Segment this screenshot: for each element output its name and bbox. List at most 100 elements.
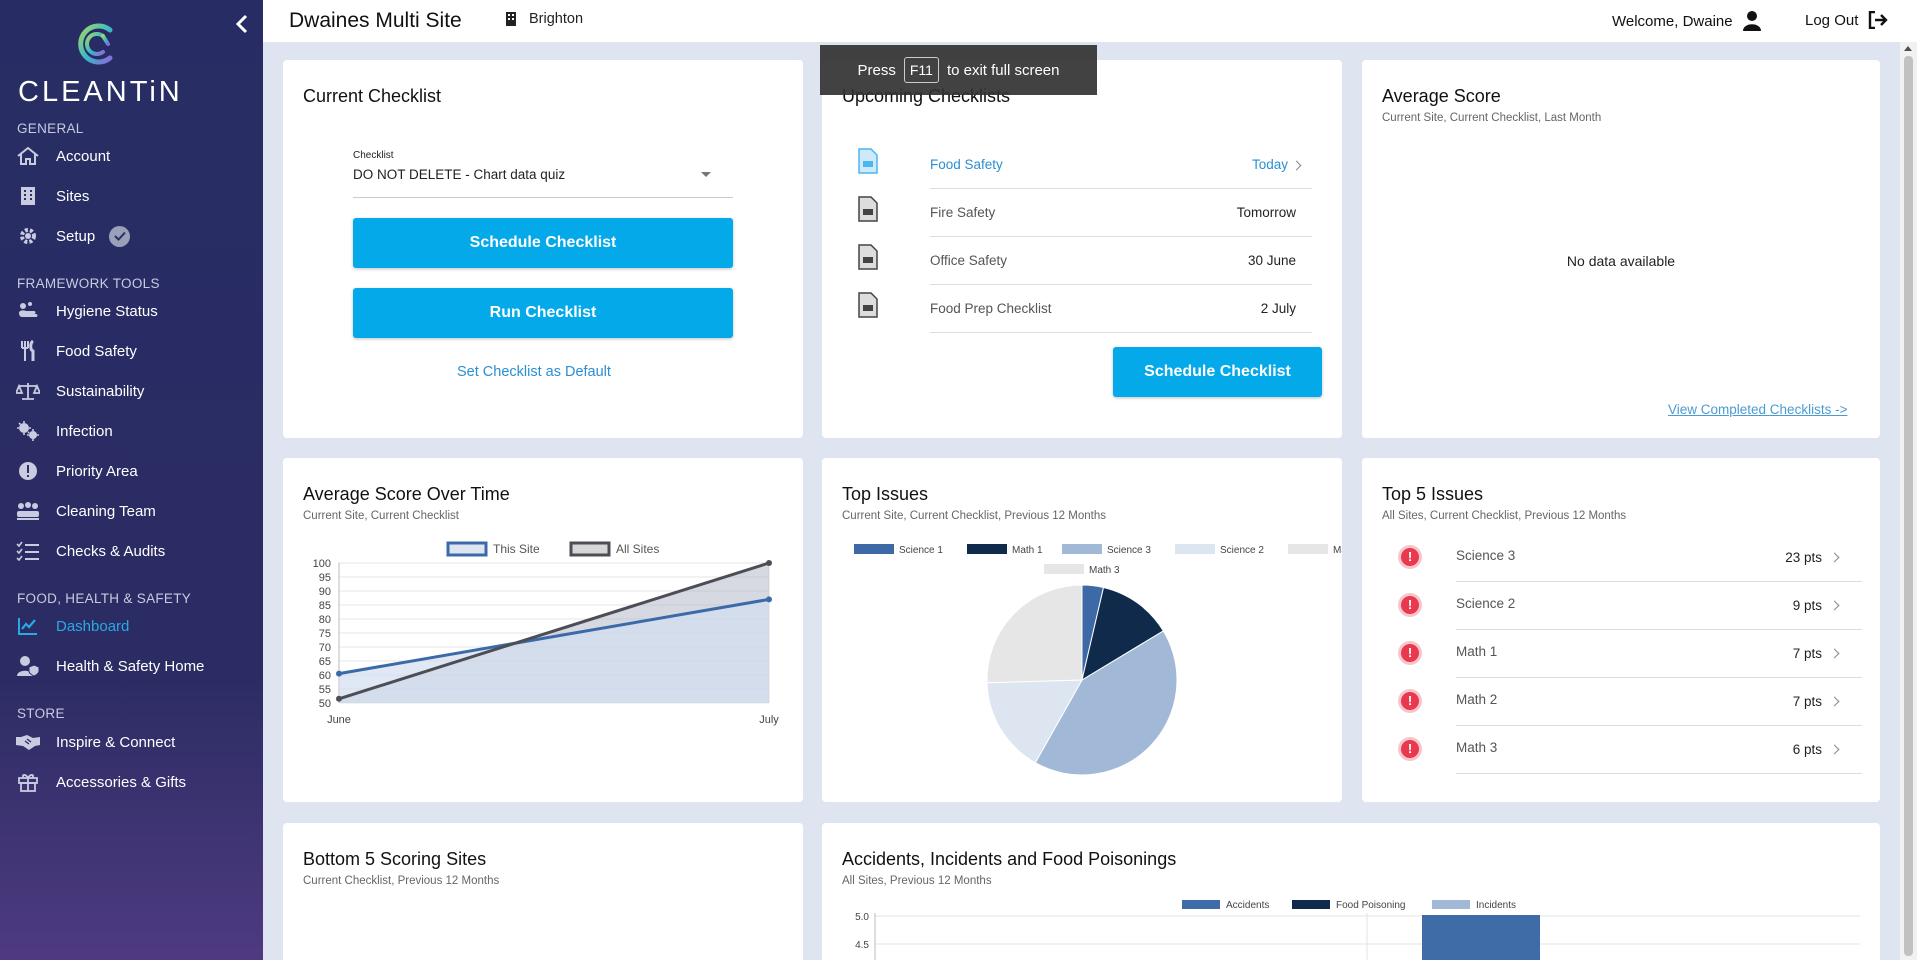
scroll-thumb[interactable] xyxy=(1904,56,1913,956)
sidebar-item-food-safety[interactable]: Food Safety xyxy=(15,336,255,366)
avg-score-over-time-card: Average Score Over Time Current Site, Cu… xyxy=(283,458,803,802)
pie-slice-science-3 xyxy=(1034,630,1178,776)
logout-button[interactable]: Log Out xyxy=(1805,11,1889,29)
sidebar-item-label: Health & Safety Home xyxy=(56,657,205,675)
utensils-icon xyxy=(15,340,41,362)
sidebar-item-account[interactable]: Account xyxy=(15,141,255,171)
sidebar-item-accessories-gifts[interactable]: Accessories & Gifts xyxy=(15,767,255,797)
checklist-name: Office Safety xyxy=(930,253,1008,268)
fullscreen-toast: Press F11 to exit full screen xyxy=(820,45,1097,95)
legend-swatch xyxy=(446,541,488,557)
sidebar-item-infection[interactable]: Infection xyxy=(15,416,255,446)
data-point xyxy=(336,695,342,702)
sidebar-item-checks-audits[interactable]: Checks & Audits xyxy=(15,536,255,566)
y-tick-label: 65 xyxy=(319,656,331,668)
sidebar-item-setup[interactable]: Setup xyxy=(15,221,255,251)
card-title: Average Score xyxy=(1382,86,1501,106)
run-checklist-button[interactable]: Run Checklist xyxy=(353,288,733,338)
series-line-this-site xyxy=(338,597,770,676)
sidebar-item-health-safety-home[interactable]: Health & Safety Home xyxy=(15,651,255,681)
handshake-icon xyxy=(15,731,41,753)
card-subtitle: All Sites, Previous 12 Months xyxy=(842,875,992,887)
alert-icon: ! xyxy=(1398,545,1422,569)
sidebar-item-label: Infection xyxy=(56,422,113,440)
legend-label: All Sites xyxy=(616,542,659,556)
schedule-checklist-button-upcoming[interactable]: Schedule Checklist xyxy=(1113,347,1322,397)
legend-swatch xyxy=(1175,544,1215,554)
check-icon xyxy=(109,225,131,247)
building-icon xyxy=(506,12,516,26)
section-food-health-safety: FOOD, HEALTH & SAFETY xyxy=(17,591,192,606)
user-shield-icon xyxy=(15,655,41,677)
issue-row[interactable]: ! Science 3 23 pts xyxy=(1382,534,1862,582)
section-general: GENERAL xyxy=(17,121,84,136)
select-value: DO NOT DELETE - Chart data quiz xyxy=(353,167,566,182)
virus-icon xyxy=(15,420,41,442)
sidebar-item-sites[interactable]: Sites xyxy=(15,181,255,211)
issue-row[interactable]: ! Math 2 7 pts xyxy=(1382,678,1862,726)
sidebar-item-label: Account xyxy=(56,147,111,165)
card-title: Current Checklist xyxy=(303,86,442,106)
data-point xyxy=(766,560,772,566)
sidebar-item-label: Setup xyxy=(56,227,96,245)
gear-icon xyxy=(15,225,41,247)
legend-label: Food Poisoning xyxy=(1336,900,1406,911)
legend-label: Incidents xyxy=(1476,900,1516,911)
top-bar: Dwaines Multi Site Brighton Welcome, Dwa… xyxy=(263,0,1917,42)
checklist-when: 30 June xyxy=(1247,253,1296,268)
section-framework: FRAMEWORK TOOLS xyxy=(17,276,160,291)
list-item[interactable]: Fire Safety Tomorrow xyxy=(842,189,1312,237)
bar-chart: Accidents Food Poisoning Incidents 5.0 4.5 xyxy=(855,900,1860,960)
issue-row[interactable]: ! Math 3 6 pts xyxy=(1382,726,1862,774)
vertical-scrollbar[interactable] xyxy=(1900,42,1917,960)
legend-label: Science 3 xyxy=(1107,545,1151,556)
sidebar-item-label: Sites xyxy=(56,187,90,205)
sidebar-item-cleaning-team[interactable]: Cleaning Team xyxy=(15,496,255,526)
schedule-checklist-button[interactable]: Schedule Checklist xyxy=(353,218,733,268)
collapse-sidebar-button[interactable] xyxy=(232,12,254,36)
welcome-user[interactable]: Welcome, Dwaine xyxy=(1612,11,1761,31)
pie-slice-math-1 xyxy=(1081,586,1165,682)
chevron-right-icon xyxy=(1829,744,1840,755)
view-completed-link[interactable]: View Completed Checklists -> xyxy=(1668,402,1848,417)
document-icon xyxy=(858,196,878,222)
issue-points: 23 pts xyxy=(1785,550,1822,565)
top-5-issues-card: Top 5 Issues All Sites, Current Checklis… xyxy=(1362,458,1880,802)
sidebar-item-dashboard[interactable]: Dashboard xyxy=(15,611,255,641)
issue-row[interactable]: ! Science 2 9 pts xyxy=(1382,582,1862,630)
sidebar-item-sustainability[interactable]: Sustainability xyxy=(15,376,255,406)
sidebar-item-label: Checks & Audits xyxy=(56,542,166,560)
legend-swatch xyxy=(1292,900,1330,909)
issue-row[interactable]: ! Math 1 7 pts xyxy=(1382,630,1862,678)
sidebar-item-priority-area[interactable]: Priority Area xyxy=(15,456,255,486)
average-score-card: Average Score Current Site, Current Chec… xyxy=(1362,60,1880,438)
sidebar-item-hygiene-status[interactable]: Hygiene Status xyxy=(15,296,255,326)
document-icon xyxy=(858,148,878,174)
y-tick-label: 85 xyxy=(319,600,331,612)
checklist-when: Tomorrow xyxy=(1236,205,1296,220)
list-item[interactable]: Food Prep Checklist 2 July xyxy=(842,285,1312,333)
checklist-when: Today xyxy=(1251,157,1288,172)
site-location[interactable]: Brighton xyxy=(505,11,583,27)
legend-swatch xyxy=(1062,544,1102,554)
list-item[interactable]: Food Safety Today xyxy=(842,141,1312,189)
legend-swatch xyxy=(1182,900,1220,909)
chevron-right-icon xyxy=(1829,600,1840,611)
sidebar: CLEANTiN GENERAL Account Sites Setup FRA… xyxy=(0,0,263,960)
sidebar-item-label: Hygiene Status xyxy=(56,302,158,320)
bottom-5-sites-card: Bottom 5 Scoring Sites Current Checklist… xyxy=(283,823,803,960)
card-subtitle: All Sites, Current Checklist, Previous 1… xyxy=(1382,510,1627,522)
alert-icon: ! xyxy=(1398,641,1422,665)
legend-label: Accidents xyxy=(1226,900,1269,911)
sidebar-item-inspire-connect[interactable]: Inspire & Connect xyxy=(15,727,255,757)
checklist-select[interactable]: Checklist DO NOT DELETE - Chart data qui… xyxy=(353,150,733,198)
y-tick-label: 100 xyxy=(313,558,331,570)
data-point xyxy=(766,596,772,603)
set-default-link[interactable]: Set Checklist as Default xyxy=(457,364,611,380)
line-chart: This Site All Sites 50 55 60 65 70 75 80 85 90 95 10… xyxy=(313,541,779,726)
card-title: Top 5 Issues xyxy=(1382,484,1484,504)
scroll-up-arrow[interactable] xyxy=(1904,46,1912,51)
document-icon xyxy=(858,292,878,318)
alert-icon: ! xyxy=(1398,737,1422,761)
list-item[interactable]: Office Safety 30 June xyxy=(842,237,1312,285)
